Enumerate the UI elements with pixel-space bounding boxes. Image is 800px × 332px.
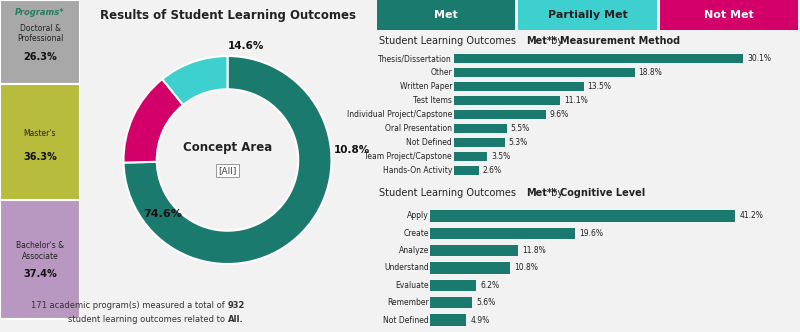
Text: Doctoral &
Professional: Doctoral & Professional (17, 24, 63, 43)
Text: 11.1%: 11.1% (564, 96, 588, 105)
Text: Met**: Met** (526, 188, 557, 198)
Bar (454, 138, 505, 147)
Text: 41.2%: 41.2% (739, 211, 763, 220)
Text: Master's: Master's (24, 129, 56, 138)
Text: Hands-On Activity: Hands-On Activity (382, 166, 452, 175)
Text: 26.3%: 26.3% (23, 52, 57, 62)
Wedge shape (123, 79, 183, 163)
Bar (454, 166, 478, 175)
Text: 5.6%: 5.6% (476, 298, 495, 307)
Text: Other: Other (430, 68, 452, 77)
Text: 37.4%: 37.4% (23, 269, 57, 279)
Text: Oral Presentation: Oral Presentation (385, 124, 452, 133)
Text: Cognitive Level: Cognitive Level (560, 188, 646, 198)
Bar (454, 110, 546, 119)
Text: Team Project/Capstone: Team Project/Capstone (365, 152, 452, 161)
Text: Measurement Method: Measurement Method (560, 36, 681, 46)
Text: 932: 932 (227, 301, 245, 310)
Text: 10.8%: 10.8% (334, 145, 370, 155)
Text: Student Learning Outcomes: Student Learning Outcomes (379, 36, 519, 46)
Text: 171 academic program(s) measured a total of: 171 academic program(s) measured a total… (31, 301, 227, 310)
Wedge shape (123, 56, 331, 264)
Bar (430, 210, 735, 222)
Bar (430, 314, 466, 326)
Bar (454, 152, 487, 161)
Text: 11.8%: 11.8% (522, 246, 546, 255)
Bar (454, 54, 743, 63)
Text: Thesis/Dissertation: Thesis/Dissertation (378, 54, 452, 63)
Text: 19.6%: 19.6% (580, 229, 604, 238)
Text: Evaluate: Evaluate (395, 281, 429, 290)
Text: 4.9%: 4.9% (471, 315, 490, 324)
Text: 3.5%: 3.5% (491, 152, 510, 161)
Text: Not Defined: Not Defined (383, 315, 429, 324)
Text: Results of Student Learning Outcomes: Results of Student Learning Outcomes (99, 9, 355, 22)
FancyBboxPatch shape (0, 84, 80, 200)
Text: 13.5%: 13.5% (587, 82, 611, 91)
Text: Test Items: Test Items (413, 96, 452, 105)
Bar (430, 228, 575, 239)
Text: 5.3%: 5.3% (509, 138, 528, 147)
Text: 6.2%: 6.2% (481, 281, 500, 290)
Text: 30.1%: 30.1% (747, 54, 771, 63)
Bar (454, 82, 583, 91)
Text: student learning outcomes related to: student learning outcomes related to (68, 315, 227, 324)
Bar (454, 96, 561, 105)
Text: Individual Project/Capstone: Individual Project/Capstone (347, 110, 452, 119)
Wedge shape (162, 56, 227, 105)
Text: Bachelor's &
Associate: Bachelor's & Associate (16, 241, 64, 261)
Text: Apply: Apply (407, 211, 429, 220)
Text: Analyze: Analyze (398, 246, 429, 255)
FancyBboxPatch shape (0, 200, 80, 319)
Bar (430, 280, 476, 291)
Text: Programs*: Programs* (15, 8, 65, 17)
Text: Met: Met (434, 10, 458, 20)
Text: Met**: Met** (526, 36, 557, 46)
Text: Partially Met: Partially Met (548, 10, 627, 20)
Text: Remember: Remember (387, 298, 429, 307)
Text: 2.6%: 2.6% (482, 166, 502, 175)
Text: Create: Create (404, 229, 429, 238)
Text: by: by (547, 188, 566, 198)
Text: Written Paper: Written Paper (399, 82, 452, 91)
Bar (430, 262, 510, 274)
FancyBboxPatch shape (518, 0, 657, 30)
Text: [All]: [All] (218, 166, 237, 175)
FancyBboxPatch shape (0, 0, 80, 84)
Text: 18.8%: 18.8% (638, 68, 662, 77)
Bar (430, 297, 472, 308)
Bar (454, 124, 506, 133)
FancyBboxPatch shape (377, 0, 515, 30)
FancyBboxPatch shape (660, 0, 798, 30)
Text: Concept Area: Concept Area (183, 141, 272, 154)
Bar (454, 68, 634, 77)
Text: Not Met: Not Met (704, 10, 754, 20)
Text: 14.6%: 14.6% (228, 41, 265, 50)
Text: 10.8%: 10.8% (514, 264, 538, 273)
Text: All.: All. (227, 315, 243, 324)
Text: by: by (547, 36, 566, 46)
Text: 74.6%: 74.6% (143, 209, 182, 219)
Text: 9.6%: 9.6% (550, 110, 569, 119)
Text: Not Defined: Not Defined (406, 138, 452, 147)
Text: Student Learning Outcomes: Student Learning Outcomes (379, 188, 519, 198)
Text: 36.3%: 36.3% (23, 152, 57, 162)
Bar (430, 245, 518, 256)
Text: Understand: Understand (384, 264, 429, 273)
Text: 5.5%: 5.5% (510, 124, 530, 133)
